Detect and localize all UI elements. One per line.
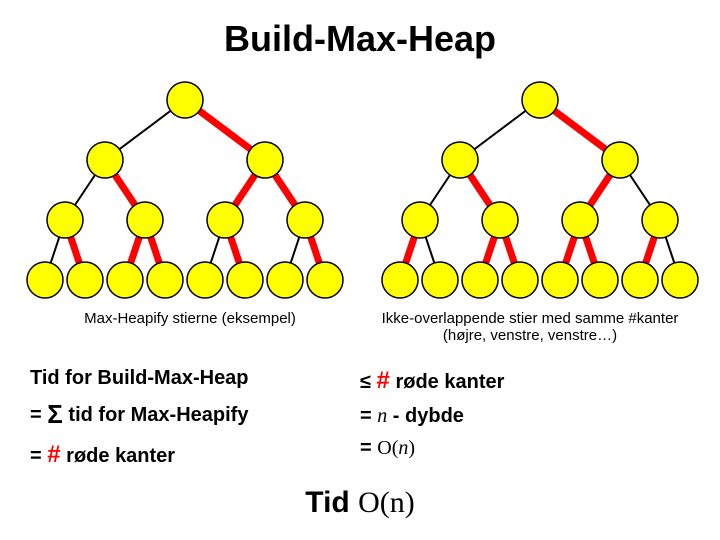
hash-symbol: # bbox=[377, 367, 390, 394]
right-formula: ≤ # røde kanter = n - dybde = O(n) bbox=[360, 362, 690, 474]
txt: røde kanter bbox=[390, 371, 504, 393]
left-line3: = # røde kanter bbox=[30, 436, 360, 474]
captions-row: Max-Heapify stierne (eksempel) Ikke-over… bbox=[0, 310, 720, 344]
eq: = bbox=[30, 404, 47, 426]
bigO-open: O( bbox=[358, 486, 390, 519]
var-n: n bbox=[377, 405, 387, 427]
bigO-open: O( bbox=[377, 437, 398, 459]
right-caption: Ikke-overlappende stier med samme #kante… bbox=[360, 310, 700, 344]
left-tree-svg bbox=[10, 70, 360, 310]
eq: = bbox=[30, 445, 47, 467]
var-n: n bbox=[398, 437, 408, 459]
leq: ≤ bbox=[360, 371, 377, 393]
right-line3: = O(n) bbox=[360, 432, 690, 464]
bottom-label: Tid bbox=[305, 486, 358, 519]
txt: røde kanter bbox=[61, 445, 175, 467]
bigO-close: ) bbox=[405, 486, 415, 519]
page-title: Build-Max-Heap bbox=[0, 0, 720, 60]
eq: = bbox=[360, 405, 377, 427]
right-line1: ≤ # røde kanter bbox=[360, 362, 690, 400]
bigO-close: ) bbox=[408, 437, 415, 459]
var-n: n bbox=[390, 486, 405, 519]
hash-symbol: # bbox=[47, 441, 60, 468]
txt: tid for Max-Heapify bbox=[63, 404, 249, 426]
left-line1: Tid for Build-Max-Heap bbox=[30, 362, 360, 394]
left-formula: Tid for Build-Max-Heap = Σ tid for Max-H… bbox=[30, 362, 360, 474]
right-line2: = n - dybde bbox=[360, 400, 690, 432]
trees-container bbox=[0, 60, 720, 310]
txt: - dybde bbox=[387, 405, 464, 427]
formulas-row: Tid for Build-Max-Heap = Σ tid for Max-H… bbox=[0, 344, 720, 474]
left-line2: = Σ tid for Max-Heapify bbox=[30, 394, 360, 436]
bottom-formula: Tid O(n) bbox=[0, 486, 720, 520]
eq: = bbox=[360, 437, 377, 459]
right-tree-svg bbox=[365, 70, 715, 310]
left-caption: Max-Heapify stierne (eksempel) bbox=[20, 310, 360, 344]
sigma-symbol: Σ bbox=[47, 399, 63, 429]
